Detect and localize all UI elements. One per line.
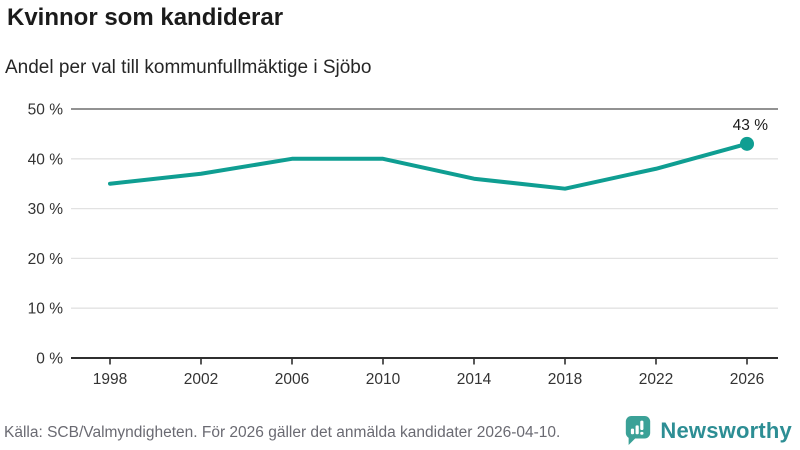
newsworthy-logo: Newsworthy — [623, 415, 792, 446]
x-tick-label: 2014 — [457, 371, 492, 388]
x-tick-label: 2010 — [366, 371, 401, 388]
y-tick-label: 40 % — [28, 151, 64, 168]
end-point-label: 43 % — [733, 117, 769, 134]
y-tick-label: 50 % — [28, 102, 64, 119]
y-tick-label: 30 % — [28, 201, 64, 218]
newsworthy-wordmark: Newsworthy — [660, 417, 792, 443]
end-point — [740, 136, 754, 151]
chart-subtitle: Andel per val till kommunfullmäktige i S… — [5, 57, 372, 78]
y-tick-label: 0 % — [36, 351, 63, 368]
x-tick-label: 2026 — [730, 371, 764, 388]
source-note: Källa: SCB/Valmyndigheten. För 2026 gäll… — [4, 424, 561, 441]
x-tick-label: 2002 — [184, 371, 218, 388]
y-tick-label: 10 % — [28, 301, 64, 318]
x-tick-label: 1998 — [93, 371, 127, 388]
data-line — [108, 141, 749, 191]
x-tick-label: 2022 — [639, 371, 673, 388]
chart-title: Kvinnor som kandiderar — [7, 4, 284, 31]
line-chart: 0 % 10 % 20 % 30 % 40 % 50 % 1998 2002 2006 2010 2… — [28, 102, 778, 388]
x-tick-label: 2018 — [548, 371, 582, 388]
newsworthy-bubble-icon — [626, 415, 651, 446]
x-tick-label: 2006 — [275, 371, 309, 388]
y-tick-label: 20 % — [28, 251, 64, 268]
